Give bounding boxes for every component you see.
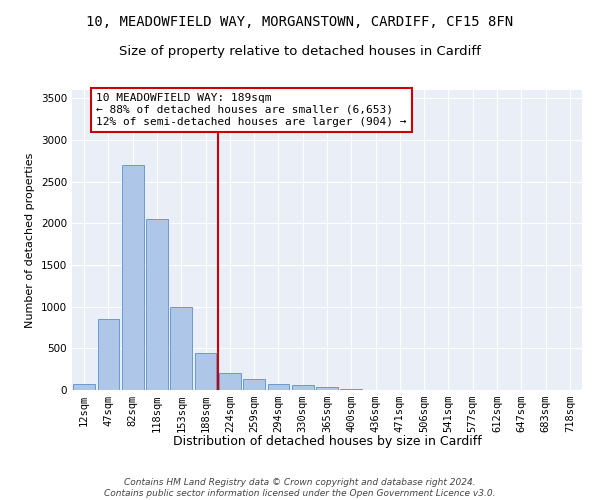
Bar <box>146 219 168 390</box>
Bar <box>243 379 265 390</box>
Bar <box>219 374 241 390</box>
Bar <box>122 165 143 390</box>
Text: 10 MEADOWFIELD WAY: 189sqm
← 88% of detached houses are smaller (6,653)
12% of s: 10 MEADOWFIELD WAY: 189sqm ← 88% of deta… <box>96 94 407 126</box>
Bar <box>73 384 95 390</box>
Bar <box>268 384 289 390</box>
Text: Distribution of detached houses by size in Cardiff: Distribution of detached houses by size … <box>173 435 481 448</box>
Bar <box>316 388 338 390</box>
Y-axis label: Number of detached properties: Number of detached properties <box>25 152 35 328</box>
Text: Contains HM Land Registry data © Crown copyright and database right 2024.
Contai: Contains HM Land Registry data © Crown c… <box>104 478 496 498</box>
Bar <box>97 319 119 390</box>
Text: Size of property relative to detached houses in Cardiff: Size of property relative to detached ho… <box>119 45 481 58</box>
Text: 10, MEADOWFIELD WAY, MORGANSTOWN, CARDIFF, CF15 8FN: 10, MEADOWFIELD WAY, MORGANSTOWN, CARDIF… <box>86 15 514 29</box>
Bar <box>340 389 362 390</box>
Bar <box>292 385 314 390</box>
Bar <box>170 306 192 390</box>
Bar <box>194 352 217 390</box>
